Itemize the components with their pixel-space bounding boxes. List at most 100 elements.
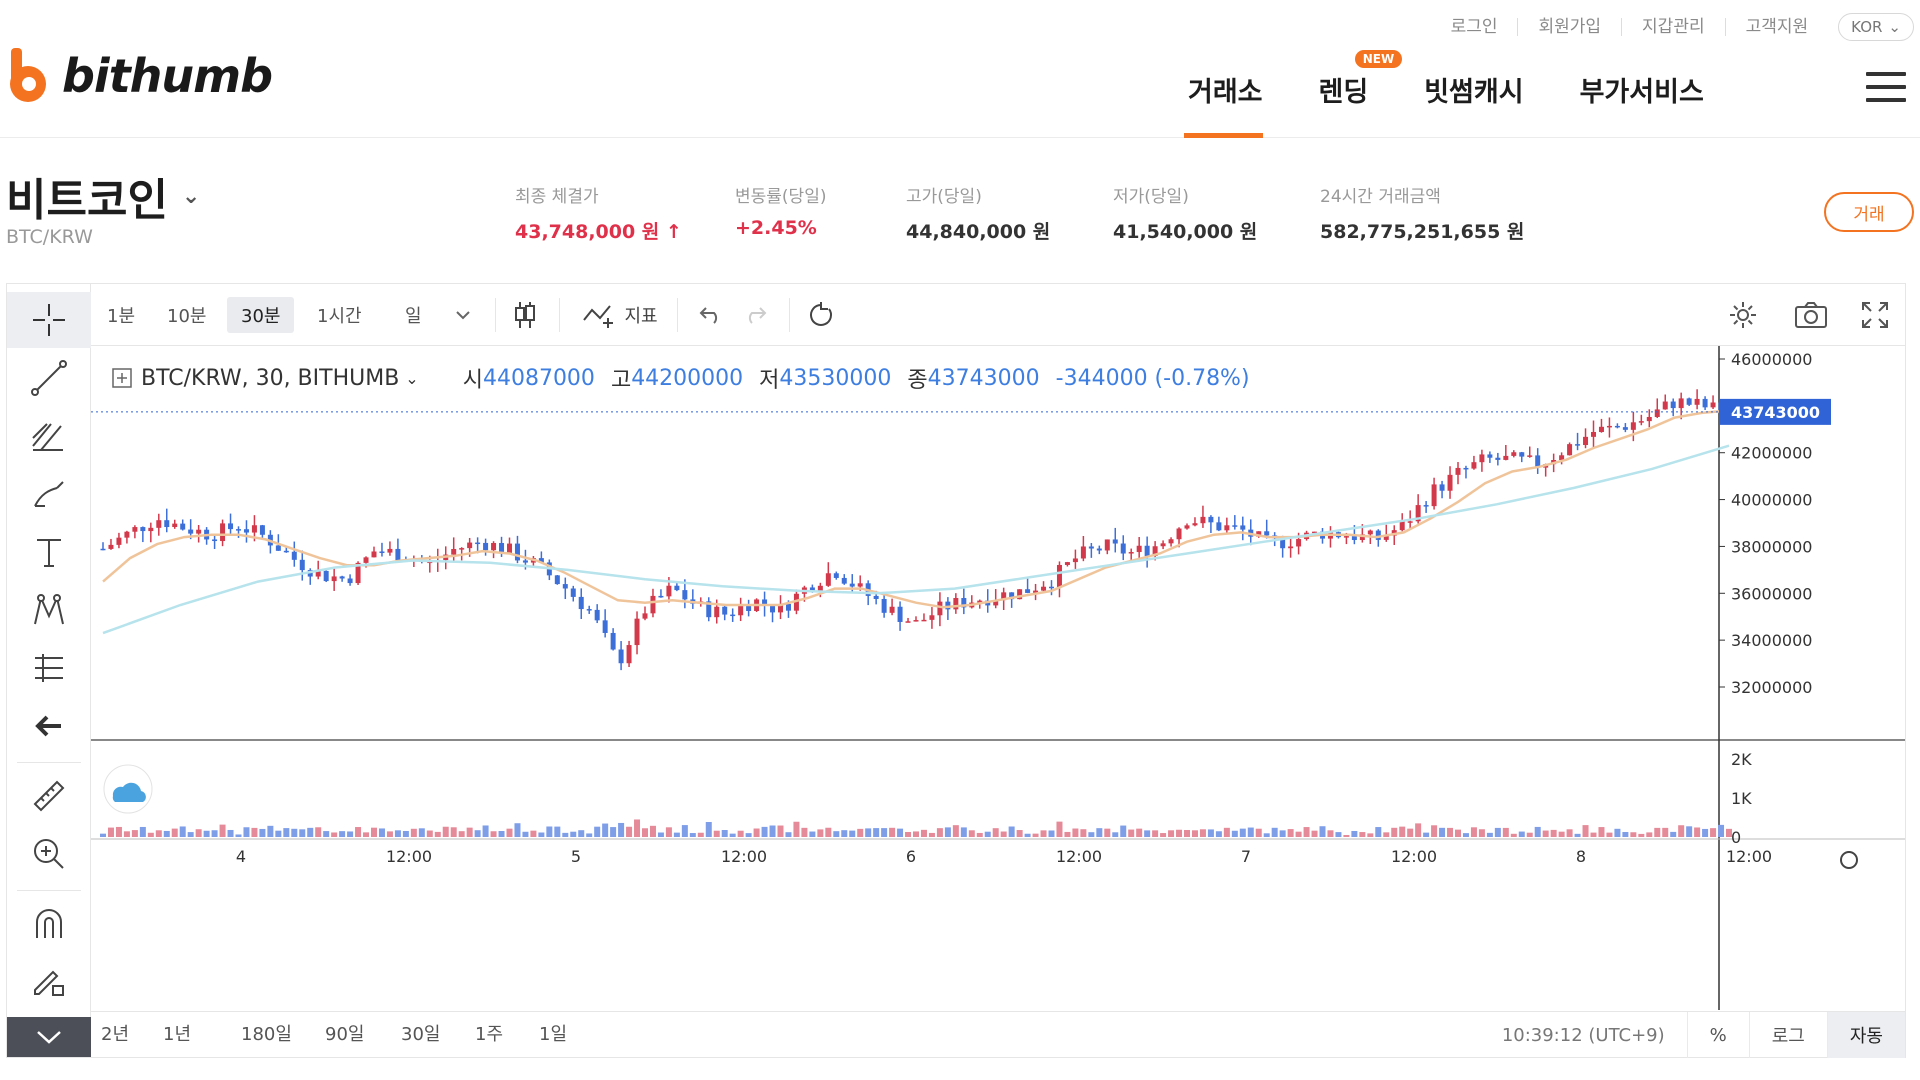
volume-bar (1510, 833, 1517, 837)
volume-bar (1056, 821, 1063, 837)
bithumb-logo[interactable]: bithumb (6, 44, 273, 108)
range-1y[interactable]: 1년 (163, 1024, 192, 1045)
timeframe-10m[interactable]: 10분 (167, 306, 207, 327)
candle-body (1614, 425, 1620, 428)
nav-lending[interactable]: 렌딩 NEW (1291, 50, 1403, 138)
trade-button[interactable]: 거래 (1824, 192, 1914, 232)
nav-bithumb-cash[interactable]: 빗썸캐시 (1396, 62, 1551, 138)
volume-bar (1168, 830, 1175, 837)
volume-bar (147, 832, 154, 837)
lock-drawing-icon[interactable] (7, 952, 91, 1008)
range-2y[interactable]: 2년 (101, 1024, 130, 1045)
volume-bar (1399, 826, 1406, 837)
stat-label: 최종 체결가 (515, 187, 599, 207)
range-90d[interactable]: 90일 (325, 1024, 365, 1045)
candle-body (1049, 586, 1054, 589)
auto-scale-toggle[interactable]: 자동 (1826, 1012, 1905, 1058)
fib-tool-icon[interactable] (7, 408, 91, 464)
percent-scale-toggle[interactable]: % (1686, 1012, 1749, 1058)
volume-bar (1104, 828, 1111, 837)
chart-options: 10:39:12 (UTC+9) % 로그 자동 (1502, 1012, 1905, 1058)
time-axis-label: 6 (906, 847, 916, 866)
menu-icon[interactable] (1866, 72, 1906, 102)
volume-bar (1008, 826, 1015, 837)
timeframe-day[interactable]: 일 (405, 306, 422, 327)
fullscreen-icon[interactable] (1855, 297, 1895, 333)
support-link[interactable]: 고객지원 (1745, 17, 1809, 37)
projection-tool-icon[interactable] (7, 640, 91, 696)
back-arrow-icon[interactable] (7, 698, 91, 754)
redo-icon[interactable] (735, 297, 775, 333)
nav-extra-services[interactable]: 부가서비스 (1552, 62, 1732, 138)
stat-change-rate: 변동률(당일) +2.45% (735, 182, 826, 239)
range-1w[interactable]: 1주 (475, 1024, 504, 1045)
volume-bar (1718, 824, 1725, 837)
candle-body (586, 609, 592, 611)
candle-body (514, 543, 520, 561)
candle-body (251, 525, 257, 533)
candle-body (132, 527, 138, 532)
candle-body (562, 584, 568, 589)
zoom-in-icon[interactable] (7, 826, 91, 882)
volume-bar (1239, 828, 1246, 837)
axis-settings-icon[interactable] (1840, 851, 1858, 869)
time-axis-label: 7 (1241, 847, 1251, 866)
candle-body (1638, 421, 1644, 423)
collapse-toolbar-button[interactable] (7, 1017, 91, 1057)
timeframe-1m[interactable]: 1분 (107, 306, 136, 327)
chevron-down-icon[interactable] (443, 297, 483, 333)
timeframe-1h[interactable]: 1시간 (317, 306, 362, 327)
expand-legend-icon[interactable] (111, 367, 133, 389)
crosshair-icon[interactable] (7, 292, 91, 348)
volume-bar (482, 825, 489, 837)
camera-icon[interactable] (1791, 297, 1831, 333)
pattern-tool-icon[interactable] (7, 582, 91, 638)
range-1d[interactable]: 1일 (539, 1024, 568, 1045)
close-label: 종 (907, 368, 928, 393)
settings-icon[interactable] (1723, 297, 1763, 333)
price-chart[interactable]: 4600000044000000420000004000000038000000… (7, 284, 1905, 1010)
coin-selector[interactable]: 비트코인 ⌄ (6, 164, 200, 228)
volume-bar (402, 830, 409, 837)
trend-line-icon[interactable] (7, 350, 91, 406)
candle-body (1519, 452, 1525, 457)
candle-body (339, 576, 345, 579)
volume-bar (1160, 833, 1167, 837)
volume-bar (976, 832, 983, 837)
symbol-label[interactable]: BTC/KRW, 30, BITHUMB (141, 365, 400, 391)
candle-body (331, 576, 337, 582)
text-tool-icon[interactable] (7, 524, 91, 580)
language-select[interactable]: KOR ⌄ (1838, 13, 1914, 41)
volume-bar (1335, 832, 1342, 837)
candle-body (1216, 522, 1222, 531)
magnet-icon[interactable] (7, 896, 91, 952)
reset-icon[interactable] (801, 297, 841, 333)
brush-icon[interactable] (7, 466, 91, 522)
price-axis-label: 34000000 (1731, 631, 1812, 650)
undo-icon[interactable] (691, 297, 731, 333)
candle-body (1208, 516, 1214, 523)
candle-body (1112, 539, 1118, 544)
wallet-link[interactable]: 지갑관리 (1622, 18, 1726, 36)
volume-bar (299, 829, 306, 837)
volume-bar (634, 819, 641, 837)
nav-exchange[interactable]: 거래소 (1160, 62, 1291, 138)
log-scale-toggle[interactable]: 로그 (1748, 1012, 1827, 1058)
volume-bar (323, 831, 330, 837)
volume-bar (1287, 829, 1294, 837)
volume-bar (283, 828, 290, 837)
login-link[interactable]: 로그인 (1431, 18, 1519, 36)
utility-nav: 로그인 회원가입 지갑관리 고객지원 KOR ⌄ (1431, 12, 1914, 42)
indicators-button[interactable]: 지표 (575, 297, 665, 333)
ruler-icon[interactable] (7, 768, 91, 824)
candle-body (315, 570, 321, 577)
signup-link[interactable]: 회원가입 (1518, 18, 1623, 36)
change-value: -344000 (-0.78%) (1055, 365, 1250, 391)
volume-bar (1303, 827, 1310, 837)
volume-axis-label: 1K (1731, 789, 1752, 808)
range-180d[interactable]: 180일 (241, 1024, 292, 1045)
timeframe-30m[interactable]: 30분 (227, 297, 295, 333)
candle-type-icon[interactable] (505, 297, 545, 333)
range-30d[interactable]: 30일 (401, 1024, 441, 1045)
candle-body (538, 558, 544, 563)
